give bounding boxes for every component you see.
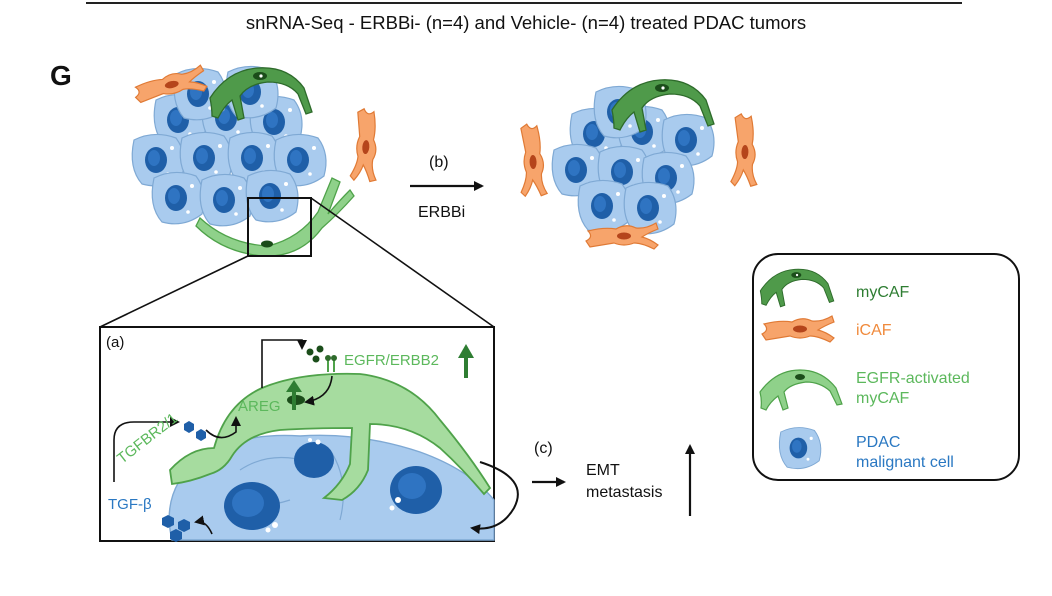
areg-ligands	[306, 345, 324, 363]
areg-secretion-arrow	[261, 339, 307, 388]
egfr-erbb2-label: EGFR/ERBB2	[344, 352, 440, 369]
tgfb-label: TGF-β	[108, 496, 152, 513]
metastasis-label: metastasis	[586, 484, 663, 501]
right-icaf-right	[730, 113, 760, 188]
tgfb-loop-arrow	[113, 417, 180, 482]
legend-item-pdac-line2: malignant cell	[856, 454, 954, 471]
legend-item-icaf: iCAF	[856, 322, 892, 339]
arrow-c-tag: (c)	[534, 440, 553, 457]
receptor-signal-arrow	[304, 375, 333, 406]
inset-pdac-cells	[168, 434, 495, 541]
right-icaf-left	[518, 122, 548, 197]
areg-label: AREG	[238, 398, 281, 415]
tgfb-ligands	[162, 421, 206, 542]
panel-letter: G	[50, 60, 72, 91]
zoom-line-left	[99, 255, 249, 328]
title-rule	[86, 2, 962, 4]
arrow-b-tag: (b)	[429, 154, 449, 171]
tgfb-secretion-arrow	[194, 515, 213, 535]
zoom-line-right	[310, 197, 495, 328]
autocrine-curve-arrow	[470, 461, 519, 535]
zoom-box	[247, 197, 312, 257]
legend-item-egfr-mycaf-line1: EGFR-activated	[856, 370, 970, 387]
figure-title: snRNA-Seq - ERBBi- (n=4) and Vehicle- (n…	[245, 12, 807, 33]
left-icaf-right	[349, 107, 383, 183]
legend-item-pdac-line1: PDAC	[856, 434, 901, 451]
legend-item-egfr-mycaf-line2: myCAF	[856, 390, 910, 407]
arrow-b-label: ERBBi	[418, 204, 466, 221]
inset-receptor	[325, 355, 337, 372]
inset-tag: (a)	[106, 334, 125, 351]
legend-item-mycaf: myCAF	[856, 284, 910, 301]
egfr-mycaf-icon	[759, 369, 843, 411]
emt-label: EMT	[586, 462, 620, 479]
legend: myCAF iCAF EGFR-activated myCAF PDAC mal…	[752, 253, 1020, 481]
tgfbr-signal-arrow	[205, 416, 241, 439]
